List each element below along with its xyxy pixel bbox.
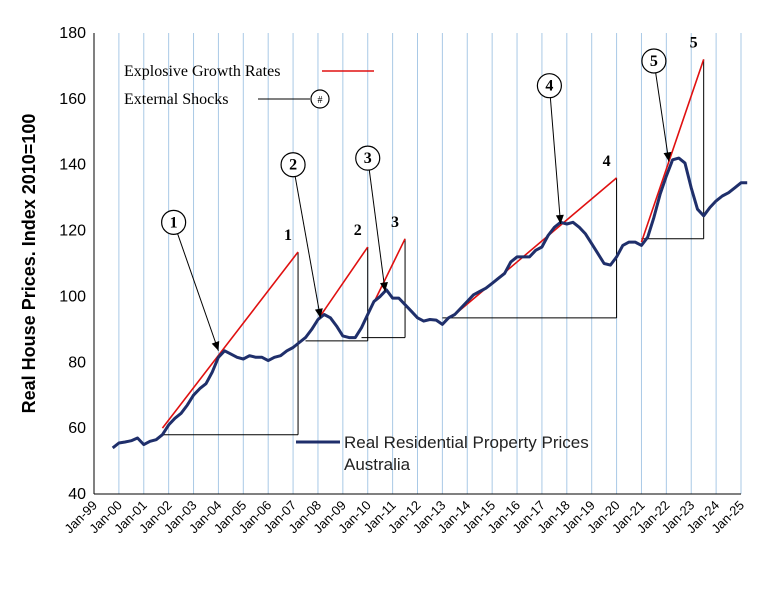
legend-explosive-label: Explosive Growth Rates [124, 63, 280, 80]
explosive-growth-line [161, 251, 299, 429]
shock-arrow [549, 97, 562, 225]
y-tick-label: 40 [68, 486, 86, 503]
shock-label: 4 [545, 78, 553, 95]
shock-arrowhead-icon [314, 308, 323, 318]
episode-label: 3 [391, 214, 399, 231]
series-lines [111, 156, 748, 450]
y-tick-labels: 40 60 80 100 120 140 160 180 [59, 25, 86, 503]
shock-circle-icon [161, 209, 187, 235]
episode-boxes: 1 2 3 4 5 [162, 34, 705, 436]
episode-label: 2 [354, 222, 362, 239]
legend: Explosive Growth Rates External Shocks #… [124, 63, 589, 474]
legend-shock-circle-icon [310, 89, 330, 109]
shock-arrowhead-icon [663, 151, 672, 162]
legend-series-label-line2: Australia [344, 455, 411, 474]
shock-arrowhead-icon [380, 282, 388, 292]
legend-shock-label: External Shocks [124, 91, 228, 108]
shock-circle-icon [355, 145, 381, 171]
shock-arrow [177, 233, 219, 351]
axes [93, 33, 741, 495]
shock-label: 3 [364, 150, 372, 167]
x-tick-labels: Jan-99Jan-00Jan-01Jan-02Jan-03Jan-04Jan-… [61, 498, 747, 537]
external-shock-markers: 1 2 3 4 5 [161, 48, 672, 351]
episode-label: 4 [603, 153, 611, 170]
shock-circle-icon [536, 73, 562, 99]
y-tick-label: 120 [59, 223, 86, 240]
y-tick-label: 140 [59, 157, 86, 174]
explosive-growth-line [640, 59, 705, 243]
episode-label: 1 [284, 227, 292, 244]
shock-circle-icon [280, 152, 306, 178]
shock-circle-icon [641, 48, 667, 74]
y-tick-label: 160 [59, 91, 86, 108]
shock-label: 5 [650, 53, 658, 70]
shock-arrowhead-icon [211, 340, 220, 351]
legend-series-label: Real Residential Property Prices [344, 433, 589, 452]
shock-arrowhead-icon [555, 214, 564, 224]
shock-label: 2 [289, 157, 297, 174]
y-tick-label: 60 [68, 420, 86, 437]
y-axis-label: Real House Prices. Index 2010=100 [19, 114, 39, 414]
y-tick-label: 180 [59, 25, 86, 42]
y-tick-label: 100 [59, 288, 86, 305]
shock-label: 1 [170, 214, 178, 231]
episode-label: 5 [690, 34, 698, 51]
legend-shock-symbol: # [318, 95, 323, 106]
shock-arrow [655, 72, 670, 162]
shock-arrow [294, 176, 321, 318]
series-line [111, 156, 748, 450]
shock-arrow [368, 169, 386, 292]
y-tick-label: 80 [68, 354, 86, 371]
